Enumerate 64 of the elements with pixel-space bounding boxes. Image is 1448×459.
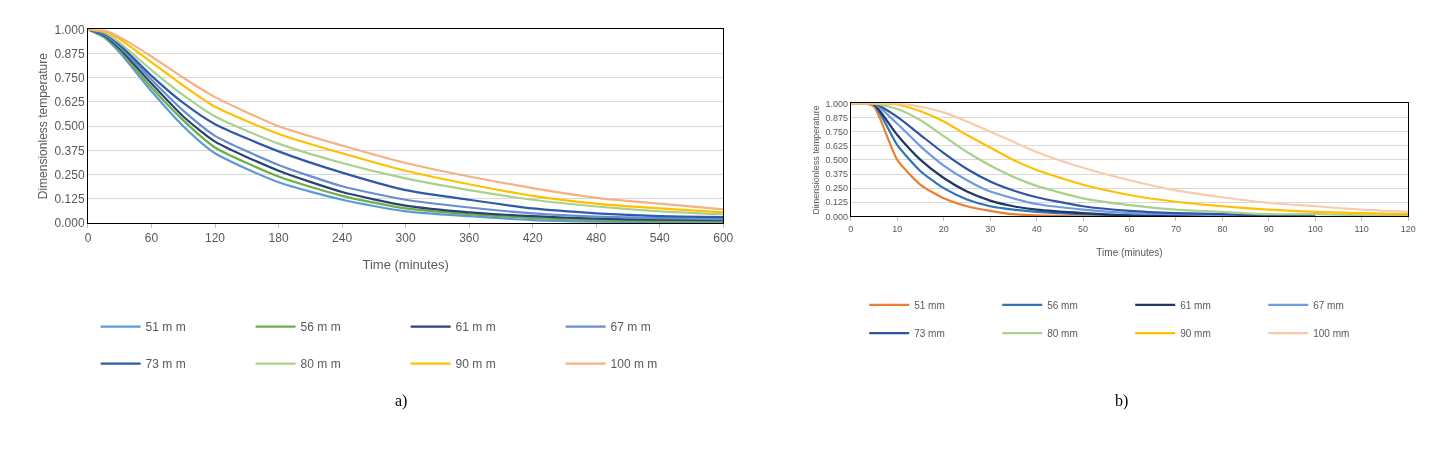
- y-tick-label: 0.375: [825, 169, 849, 180]
- legend-label: 80 m m: [300, 357, 341, 372]
- y-tick-label: 0.500: [825, 155, 849, 166]
- legend-label: 61 mm: [1180, 299, 1211, 311]
- y-tick-label: 0.000: [54, 216, 85, 231]
- legend-label: 80 mm: [1047, 328, 1078, 340]
- x-tick-label: 480: [586, 231, 607, 246]
- x-tick-label: 300: [395, 231, 416, 246]
- x-tick-label: 360: [459, 231, 480, 246]
- x-tick-label: 80: [1217, 224, 1228, 235]
- legend-label: 56 m m: [300, 320, 341, 335]
- y-tick-label: 0.625: [54, 95, 85, 110]
- x-tick-label: 70: [1170, 224, 1181, 235]
- y-tick-label: 0.625: [825, 140, 849, 151]
- x-tick-label: 50: [1078, 224, 1089, 235]
- x-tick-label: 10: [892, 224, 903, 235]
- x-tick-label: 110: [1354, 224, 1369, 235]
- x-axis-title: Time (minutes): [362, 256, 449, 272]
- y-tick-label: 1.000: [825, 98, 849, 109]
- y-tick-label: 0.875: [825, 112, 849, 123]
- y-tick-label: 0.250: [825, 183, 849, 194]
- legend-label: 51 m m: [145, 320, 186, 335]
- x-tick-label: 0: [848, 224, 854, 235]
- x-tick-label: 30: [985, 224, 996, 235]
- legend-label: 67 m m: [610, 320, 651, 335]
- legend-label: 51 mm: [914, 299, 945, 311]
- y-tick-label: 0.125: [825, 197, 849, 208]
- x-tick-label: 540: [649, 231, 671, 246]
- x-tick-label: 600: [713, 231, 734, 246]
- y-tick-label: 0.750: [825, 126, 849, 137]
- y-tick-label: 1.000: [54, 22, 85, 37]
- y-tick-label: 0.500: [54, 119, 85, 134]
- x-tick-label: 420: [522, 231, 543, 246]
- legend-label: 90 mm: [1180, 328, 1211, 340]
- x-tick-label: 120: [205, 231, 226, 246]
- text: a): [395, 392, 408, 410]
- y-tick-label: 0.875: [54, 46, 85, 61]
- legend-label: 61 m m: [455, 320, 496, 335]
- x-axis-title: Time (minutes): [1096, 246, 1163, 258]
- legend-label: 90 m m: [455, 357, 496, 372]
- text: b): [1115, 392, 1129, 410]
- x-tick-label: 120: [1400, 224, 1416, 235]
- y-tick-label: 0.750: [54, 70, 85, 85]
- x-tick-label: 20: [938, 224, 949, 235]
- x-tick-label: 60: [1124, 224, 1135, 235]
- legend-label: 100 m m: [610, 357, 658, 372]
- legend-label: 67 mm: [1313, 299, 1344, 311]
- legend-label: 56 mm: [1047, 299, 1078, 311]
- legend-label: 73 m m: [145, 357, 186, 372]
- x-tick-label: 40: [1031, 224, 1042, 235]
- legend-label: 73 mm: [914, 328, 945, 340]
- y-tick-label: 0.125: [54, 191, 85, 206]
- x-tick-label: 0: [84, 231, 92, 246]
- x-tick-label: 90: [1263, 224, 1274, 235]
- x-tick-label: 100: [1307, 224, 1323, 235]
- y-axis-title: Dimensionless temperature: [810, 105, 821, 215]
- x-tick-label: 60: [144, 231, 159, 246]
- x-tick-label: 240: [332, 231, 353, 246]
- y-tick-label: 0.000: [825, 211, 849, 222]
- legend-label: 100 mm: [1313, 328, 1350, 340]
- x-tick-label: 180: [268, 231, 289, 246]
- y-tick-label: 0.375: [54, 143, 85, 158]
- y-axis-title: Dimensionless temperature: [35, 52, 50, 200]
- y-tick-label: 0.250: [54, 167, 85, 182]
